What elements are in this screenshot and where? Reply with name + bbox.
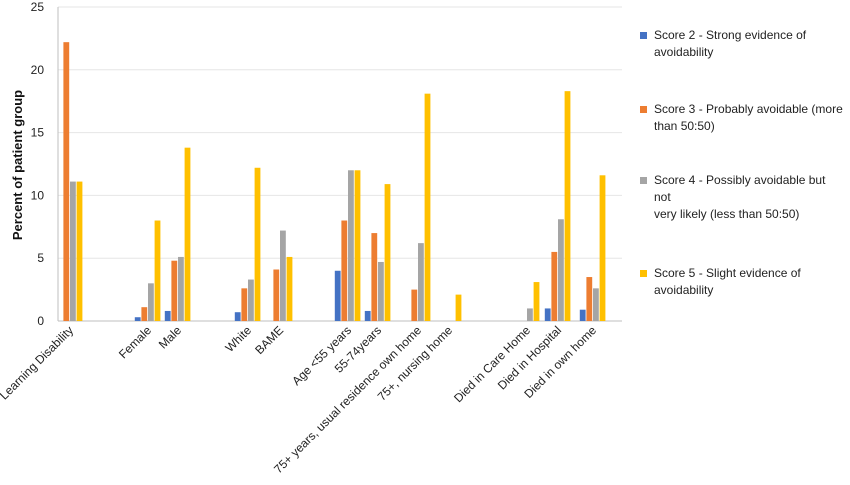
- bar: [384, 184, 391, 321]
- bar: [63, 42, 70, 322]
- bar: [286, 256, 293, 321]
- bar: [593, 288, 599, 321]
- legend-swatch: [640, 177, 647, 184]
- legend-swatch: [640, 270, 647, 277]
- legend-item: Score 3 - Probably avoidable (more than 5…: [640, 101, 845, 135]
- bar: [558, 219, 564, 321]
- bar: [371, 233, 378, 321]
- bar: [411, 289, 418, 321]
- legend-item: Score 5 - Slight evidence of avoidability: [640, 265, 845, 299]
- x-category-label: Female: [116, 323, 154, 361]
- bar: [579, 309, 586, 321]
- bar: [164, 310, 171, 321]
- bar: [424, 93, 431, 321]
- y-tick-labels: 0 5 10 15 20 25: [31, 0, 45, 328]
- x-category-label: BAME: [252, 323, 286, 357]
- y-tick-label: 5: [37, 251, 44, 265]
- legend-swatch: [640, 32, 647, 39]
- y-tick-label: 0: [37, 314, 44, 328]
- bar: [178, 256, 184, 321]
- legend-swatch: [640, 106, 647, 113]
- bar: [533, 282, 540, 321]
- y-tick-label: 10: [31, 188, 45, 202]
- bar: [341, 220, 348, 321]
- bar: [248, 279, 254, 321]
- y-tick-label: 25: [31, 0, 45, 14]
- bar: [527, 308, 533, 321]
- bar: [241, 288, 248, 321]
- bar: [334, 270, 341, 321]
- bar: [564, 91, 571, 322]
- bar: [599, 175, 606, 321]
- bar: [134, 317, 141, 321]
- bar: [551, 251, 558, 321]
- x-category-label: Male: [156, 323, 185, 352]
- bar: [141, 307, 148, 321]
- legend-item: Score 4 - Possibly avoidable but not very…: [640, 172, 845, 223]
- bar: [455, 294, 462, 321]
- bar: [254, 167, 261, 321]
- bar: [280, 230, 286, 321]
- x-category-label: White: [223, 323, 255, 355]
- bars: [63, 42, 606, 322]
- legend-label: Score 2 - Strong evidence of avoidability: [654, 28, 807, 59]
- bar: [544, 308, 551, 321]
- legend-label: Score 5 - Slight evidence of avoidability: [654, 266, 801, 297]
- legend-label: Score 4 - Possibly avoidable but not very…: [654, 173, 826, 221]
- bar: [76, 181, 83, 321]
- bar: [354, 170, 361, 321]
- bar: [378, 261, 384, 321]
- bar: [273, 269, 280, 321]
- bar: [418, 243, 424, 321]
- bar: [184, 147, 191, 321]
- y-tick-label: 15: [31, 126, 45, 140]
- bar: [154, 220, 161, 321]
- y-tick-label: 20: [31, 63, 45, 77]
- bar: [171, 260, 178, 321]
- bar: [586, 277, 593, 321]
- y-axis-label: Percent of patient group: [10, 90, 25, 240]
- legend-item: Score 2 - Strong evidence of avoidability: [640, 27, 845, 61]
- x-category-label: 75+ years, usual residence own home: [271, 323, 424, 476]
- bar: [234, 312, 241, 321]
- bar: [364, 310, 371, 321]
- bar: [70, 181, 76, 321]
- bar: [148, 283, 154, 321]
- x-category-label: Learning Disability: [0, 323, 76, 402]
- legend-label: Score 3 - Probably avoidable (more than 5…: [654, 102, 843, 133]
- bar: [348, 170, 354, 321]
